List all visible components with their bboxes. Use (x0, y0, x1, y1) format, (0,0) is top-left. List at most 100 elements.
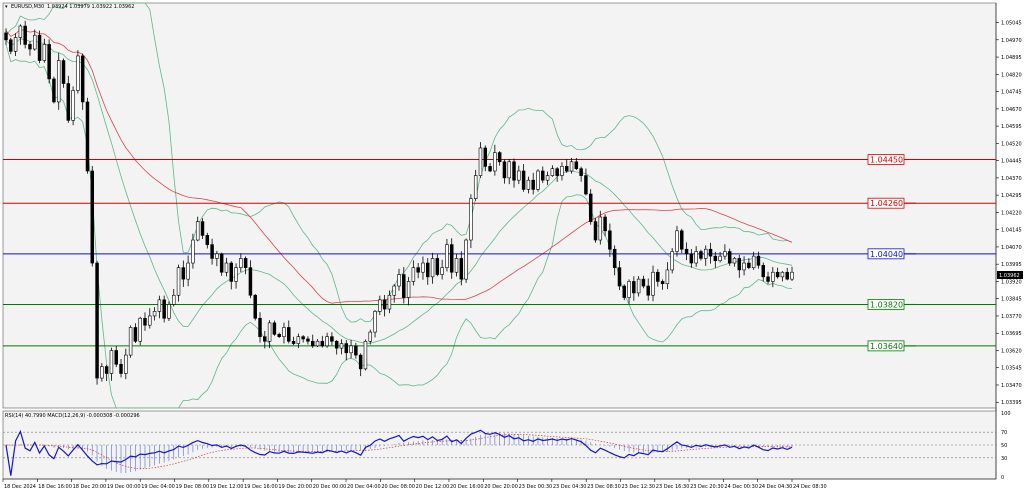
subwindow-tick-label: 50 (1001, 443, 1007, 449)
main-plot-border (2, 2, 997, 409)
candle-body (751, 255, 756, 268)
candle-body (382, 299, 387, 310)
subwindow-tick-label: 30 (1001, 456, 1007, 462)
candle-body (402, 274, 406, 298)
candle-body (320, 340, 325, 347)
candle-body (330, 336, 334, 342)
candle-body (234, 267, 238, 282)
candle-body (56, 60, 61, 103)
candle-body (675, 230, 679, 252)
candle-body (42, 44, 47, 61)
candle-body (306, 338, 310, 342)
candle-body (612, 248, 617, 268)
candle-body (397, 274, 401, 287)
candle-body (162, 299, 166, 319)
candle-body (114, 350, 118, 365)
candle-body (378, 299, 382, 312)
price-tick-label: 1.04895 (1001, 55, 1022, 61)
candle-body (454, 258, 459, 273)
candle-body (219, 253, 224, 273)
price-tick-label: 1.04070 (1001, 245, 1022, 251)
candle-body (459, 258, 464, 280)
candle-body (689, 253, 694, 264)
candle-body (771, 271, 775, 282)
candle-body (157, 299, 162, 312)
price-tick-label: 1.03995 (1001, 262, 1022, 268)
candle-body (651, 271, 655, 296)
time-tick-label: 19 Dec 08:00 (176, 484, 210, 490)
subwindow-axis: 100 70 50 30 0 (1001, 411, 1011, 481)
candle-body (574, 161, 579, 169)
candle-body (488, 166, 492, 172)
time-tick-label: 23 Dec 04:30 (553, 484, 587, 490)
candle-body (186, 262, 190, 280)
candle-body (243, 258, 248, 268)
price-axis: 1.05045 1.04970 1.04895 1.04820 1.04745 1.046… (996, 21, 1022, 406)
time-tick-label: 20 Dec 04:00 (347, 484, 381, 490)
candle-body (627, 281, 631, 298)
menu-triangle-icon[interactable]: ▾ (5, 4, 8, 10)
candle-body (95, 262, 99, 379)
candle-body (517, 170, 521, 181)
candle-body (104, 366, 109, 374)
level-label-0: 1.04450 (870, 155, 903, 164)
candle-body (775, 271, 780, 278)
candle-body (138, 317, 142, 342)
candle-body (641, 278, 646, 287)
candle-body (636, 278, 641, 294)
candle-body (210, 244, 214, 259)
candle-body (416, 267, 420, 273)
candle-body (727, 251, 732, 264)
candle-body (28, 44, 32, 50)
candle-body (541, 170, 545, 181)
time-tick-label: 19 Dec 12:00 (210, 484, 244, 490)
candle-body (66, 83, 71, 121)
price-tick-label: 1.04295 (1001, 193, 1022, 199)
time-tick-label: 18 Dec 2024 (4, 484, 36, 490)
price-tick-label: 1.03395 (1001, 400, 1022, 406)
level-label-1: 1.04260 (870, 199, 903, 208)
time-tick-label: 20 Dec 00:00 (313, 484, 347, 490)
candle-body (167, 304, 171, 319)
candle-body (617, 267, 622, 287)
candle-body (310, 340, 315, 347)
price-tick-label: 1.04745 (1001, 90, 1022, 96)
candle-body (85, 101, 90, 172)
candle-body (263, 336, 267, 342)
price-tick-label: 1.04670 (1001, 107, 1022, 113)
candle-body (598, 216, 603, 241)
candle-body (670, 251, 674, 271)
candle-body (253, 294, 257, 319)
symbol-label: EURUSD,M30 (11, 4, 44, 10)
candle-body (464, 239, 468, 280)
candle-body (18, 25, 23, 38)
candle-body (608, 230, 612, 250)
candle-body (473, 175, 478, 199)
candle-body (124, 354, 128, 374)
candle-body (195, 221, 200, 241)
candle-body (449, 244, 454, 273)
candle-body (373, 311, 377, 333)
candle-body (507, 161, 511, 179)
candle-body (588, 193, 593, 222)
candle-body (363, 340, 368, 370)
candle-body (785, 271, 789, 280)
candle-body (545, 175, 550, 181)
price-tick-label: 1.03470 (1001, 383, 1022, 389)
current-price-marker: 1.03962 (997, 271, 1023, 279)
price-tick-label: 1.05045 (1001, 21, 1022, 27)
candle-body (497, 152, 502, 163)
time-tick-label: 20 Dec 16:00 (450, 484, 484, 490)
candle-body (483, 147, 488, 167)
price-tick-label: 1.03920 (1001, 279, 1022, 285)
candle-body (205, 235, 210, 245)
candle-body (708, 248, 713, 257)
candle-body (593, 221, 598, 241)
candle-body (565, 166, 569, 172)
time-tick-label: 24 Dec 04:30 (759, 484, 793, 490)
main-price-plot[interactable] (3, 3, 996, 408)
candle-body (100, 366, 104, 379)
candle-body (358, 354, 363, 370)
candle-body (493, 152, 497, 172)
